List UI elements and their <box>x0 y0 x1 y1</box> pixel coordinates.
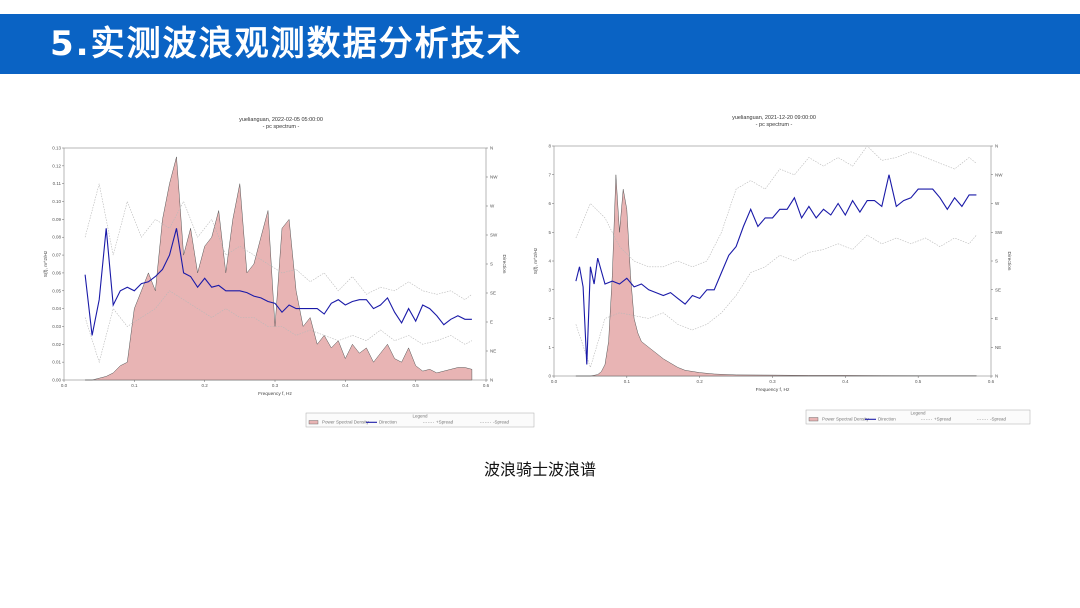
y-tick-label: 0.07 <box>52 253 61 258</box>
legend-item-label: -Spread <box>493 420 510 425</box>
page-title: 5.实测波浪观测数据分析技术 <box>50 24 523 64</box>
chart-subtitle: - pc spectrum - <box>263 124 300 130</box>
y-tick-label: 1 <box>548 345 551 350</box>
y-tick-label: 0.05 <box>52 288 61 293</box>
y-tick-label: 0.06 <box>52 270 61 275</box>
y-tick-label: 5 <box>548 230 551 235</box>
y2-tick-label: NW <box>490 175 498 180</box>
y-tick-label: 4 <box>548 259 551 264</box>
x-tick-label: 0.4 <box>342 383 349 388</box>
spread-minus-line <box>84 290 473 364</box>
y-tick-label: 0.04 <box>52 306 61 311</box>
x-tick-label: 0.1 <box>131 383 138 388</box>
legend-item-label: Power Spectral Density <box>822 417 870 422</box>
x-tick-label: 0.3 <box>272 383 279 388</box>
figure-caption: 波浪骑士波浪谱 <box>483 460 596 479</box>
y-tick-label: 8 <box>548 144 551 149</box>
legend-title: Legend <box>412 414 428 419</box>
y-tick-label: 0.08 <box>52 235 61 240</box>
y2-tick-label: N <box>995 144 998 149</box>
y2-axis-label: Direction <box>501 255 507 274</box>
y-axis-label: S(f), m^2/Hz <box>533 247 539 274</box>
x-tick-label: 0.0 <box>61 383 68 388</box>
psd-area <box>575 174 977 377</box>
y2-tick-label: NE <box>995 345 1001 350</box>
spectrum-chart-left: yuelianguan, 2022-02-05 05:00:00- pc spe… <box>43 117 535 428</box>
y-tick-label: 6 <box>548 201 551 206</box>
y2-tick-label: E <box>490 320 493 325</box>
x-tick-label: 0.1 <box>624 379 631 384</box>
x-tick-label: 0.5 <box>915 379 922 384</box>
legend-swatch-psd <box>308 420 319 425</box>
x-tick-label: 0.6 <box>988 379 995 384</box>
y2-tick-label: W <box>995 201 1000 206</box>
y-tick-label: 0.11 <box>53 181 62 186</box>
y-tick-label: 0.12 <box>52 163 61 168</box>
chart-title: yuelianguan, 2022-02-05 05:00:00 <box>239 117 323 123</box>
y-tick-label: 0.00 <box>52 378 61 383</box>
direction-line <box>575 174 977 365</box>
y2-tick-label: SE <box>995 287 1001 292</box>
legend-item-label: Power Spectral Density <box>322 420 370 425</box>
y-tick-label: 3 <box>548 287 551 292</box>
x-tick-label: 0.2 <box>202 383 209 388</box>
x-axis-label: Frequency f, Hz <box>756 387 790 393</box>
spread-minus-line <box>575 234 977 369</box>
y2-tick-label: N <box>490 146 493 151</box>
x-tick-label: 0.3 <box>769 379 776 384</box>
y2-tick-label: SW <box>995 230 1003 235</box>
direction-line <box>84 228 472 336</box>
y-tick-label: 0.03 <box>52 324 61 329</box>
x-tick-label: 0.6 <box>483 383 490 388</box>
legend-swatch-psd <box>808 417 819 422</box>
chart-legend: Legend Power Spectral Density Direction +Sp… <box>805 409 1031 425</box>
y2-tick-label: S <box>995 259 998 264</box>
legend-box <box>805 409 1031 425</box>
x-tick-label: 0.0 <box>551 379 558 384</box>
psd-area <box>85 156 473 381</box>
x-axis-label: Frequency f, Hz <box>258 391 292 397</box>
y2-tick-label: NW <box>995 172 1003 177</box>
legend-item-label: Direction <box>878 417 896 422</box>
y-axis-label: S(f), m^2/Hz <box>43 250 49 277</box>
legend-box <box>305 412 535 428</box>
y-tick-label: 0.01 <box>52 360 61 365</box>
y2-tick-label: W <box>490 204 495 209</box>
spread-plus-line <box>575 145 977 268</box>
y-tick-label: 0.09 <box>52 217 61 222</box>
legend-item-label: Direction <box>379 420 397 425</box>
y-tick-label: 0 <box>548 374 551 379</box>
spectrum-chart-right: yuelianguan, 2021-12-20 09:00:00- pc spe… <box>533 115 1031 425</box>
y-tick-label: 7 <box>548 172 551 177</box>
legend-title: Legend <box>910 411 926 416</box>
x-tick-label: 0.2 <box>697 379 704 384</box>
chart-title: yuelianguan, 2021-12-20 09:00:00 <box>732 115 816 121</box>
spread-plus-line <box>84 183 473 301</box>
y2-tick-label: NE <box>490 349 496 354</box>
y-tick-label: 0.10 <box>52 199 61 204</box>
y-tick-label: 0.02 <box>52 342 61 347</box>
y2-tick-label: S <box>490 262 493 267</box>
y2-tick-label: E <box>995 316 998 321</box>
legend-item-label: +Spread <box>934 417 952 422</box>
header-bar: 5.实测波浪观测数据分析技术 <box>0 14 1080 74</box>
x-tick-label: 0.5 <box>413 383 420 388</box>
y2-tick-label: N <box>490 378 493 383</box>
y-tick-label: 2 <box>548 316 551 321</box>
chart-legend: Legend Power Spectral Density Direction +Sp… <box>305 412 535 428</box>
legend-item-label: -Spread <box>990 417 1007 422</box>
y2-tick-label: N <box>995 374 998 379</box>
y2-tick-label: SE <box>490 291 496 296</box>
x-tick-label: 0.4 <box>842 379 849 384</box>
y2-tick-label: SW <box>490 233 498 238</box>
y-tick-label: 0.13 <box>52 146 61 151</box>
chart-subtitle: - pc spectrum - <box>756 122 793 128</box>
y2-axis-label: Direction <box>1006 252 1012 271</box>
legend-item-label: +Spread <box>436 420 454 425</box>
